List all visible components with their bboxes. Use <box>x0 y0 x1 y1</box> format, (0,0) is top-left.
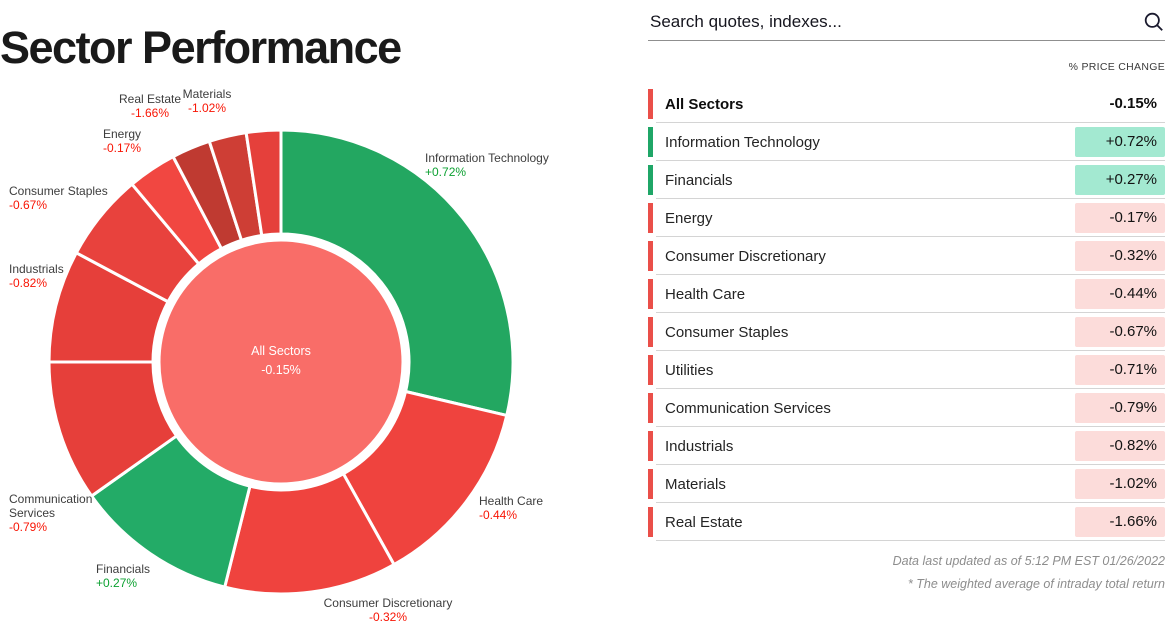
donut-chart-svg: All Sectors -0.15% <box>47 128 515 596</box>
center-label: -0.15% <box>261 363 301 377</box>
table-row-communication-services[interactable]: Communication Services -0.79% <box>648 389 1165 427</box>
row-sector-name: Real Estate <box>665 513 743 531</box>
row-accent-bar <box>648 507 653 537</box>
chart-label-value: +0.27% <box>96 576 138 590</box>
chart-label-name: Real Estate <box>118 92 182 106</box>
row-sector-name: Energy <box>665 209 713 227</box>
chart-label-value: -1.66% <box>130 106 170 120</box>
sector-table: All Sectors -0.15% Information Technolog… <box>648 85 1165 541</box>
row-accent-bar <box>648 317 653 347</box>
row-accent-bar <box>648 89 653 119</box>
footnote-text: * The weighted average of intraday total… <box>907 577 1165 592</box>
all-sectors-center[interactable] <box>157 238 405 486</box>
row-sector-name: Consumer Discretionary <box>665 247 826 265</box>
row-sector-name: Health Care <box>665 285 746 303</box>
table-row-energy[interactable]: Energy -0.17% <box>648 199 1165 237</box>
table-row-financials[interactable]: Financials +0.27% <box>648 161 1165 199</box>
row-price-change: -0.82% <box>1075 431 1165 461</box>
chart-label-information-technology: Information Technology +0.72% <box>425 151 549 179</box>
chart-label-name: Information Technology <box>425 151 549 165</box>
row-sector-name: Information Technology <box>665 133 820 151</box>
chart-label-industrials: Industrials -0.82% <box>9 262 64 290</box>
chart-label-consumer-discretionary: Consumer Discretionary -0.32% <box>324 596 453 624</box>
row-price-change: +0.72% <box>1075 127 1165 157</box>
center-label: All Sectors <box>251 344 311 358</box>
table-footer: Data last updated as of 5:12 PM EST 01/2… <box>648 550 1165 596</box>
chart-label-name: Consumer Discretionary <box>323 596 453 610</box>
chart-label-name: Financials <box>96 562 151 576</box>
segment-utilities[interactable] <box>244 128 283 238</box>
row-price-change: -1.02% <box>1075 469 1165 499</box>
chart-label-materials: Materials -1.02% <box>183 87 232 115</box>
row-sector-name: Financials <box>665 171 733 189</box>
table-row-consumer-discretionary[interactable]: Consumer Discretionary -0.32% <box>648 237 1165 275</box>
row-price-change: +0.27% <box>1075 165 1165 195</box>
row-accent-bar <box>648 279 653 309</box>
row-accent-bar <box>648 431 653 461</box>
chart-label-value: -0.32% <box>368 610 408 624</box>
row-sector-name: Consumer Staples <box>665 323 789 341</box>
row-sector-name: Materials <box>665 475 726 493</box>
row-price-change: -0.71% <box>1075 355 1165 385</box>
chart-label-value: -0.44% <box>479 508 518 522</box>
last-updated-text: Data last updated as of 5:12 PM EST 01/2… <box>892 554 1165 568</box>
table-row-consumer-staples[interactable]: Consumer Staples -0.67% <box>648 313 1165 351</box>
chart-label-consumer-staples: Consumer Staples -0.67% <box>9 184 108 212</box>
row-price-change: -1.66% <box>1075 507 1165 537</box>
page-title: Sector Performance <box>0 22 402 74</box>
search-input[interactable] <box>648 0 1120 32</box>
row-accent-bar <box>648 165 653 195</box>
price-change-column-header: % PRICE CHANGE <box>1068 61 1165 73</box>
row-sector-name: Communication Services <box>665 399 831 417</box>
table-row-all-sectors[interactable]: All Sectors -0.15% <box>648 85 1165 123</box>
row-accent-bar <box>648 469 653 499</box>
chart-label-value: -0.67% <box>9 198 48 212</box>
sector-donut-chart: Sector Performance All Sectors -0.15% Inf… <box>0 22 549 624</box>
chart-label-real-estate: Real Estate -1.66% <box>119 92 181 120</box>
row-price-change: -0.17% <box>1075 203 1165 233</box>
row-accent-bar <box>648 203 653 233</box>
chart-label-value: -0.82% <box>9 276 48 290</box>
magnifier-icon[interactable] <box>1143 11 1165 38</box>
chart-label-name: Communication Services <box>9 492 93 520</box>
chart-label-name: Materials <box>182 87 232 101</box>
search-bar <box>648 0 1165 41</box>
chart-label-value: +0.72% <box>425 165 467 179</box>
chart-label-value: -0.17% <box>102 141 142 155</box>
row-price-change: -0.32% <box>1075 241 1165 271</box>
chart-label-financials: Financials +0.27% <box>96 562 150 590</box>
table-row-utilities[interactable]: Utilities -0.71% <box>648 351 1165 389</box>
row-sector-name: Industrials <box>665 437 734 455</box>
table-row-health-care[interactable]: Health Care -0.44% <box>648 275 1165 313</box>
table-row-industrials[interactable]: Industrials -0.82% <box>648 427 1165 465</box>
row-sector-name: Utilities <box>665 361 714 379</box>
chart-label-energy: Energy -0.17% <box>103 127 141 155</box>
chart-label-health-care: Health Care -0.44% <box>479 494 543 522</box>
row-price-change: -0.67% <box>1075 317 1165 347</box>
chart-label-communication-services: Communication Services -0.79% <box>9 492 117 534</box>
row-accent-bar <box>648 241 653 271</box>
row-price-change: -0.44% <box>1075 279 1165 309</box>
row-accent-bar <box>648 393 653 423</box>
chart-label-value: -0.79% <box>9 520 48 534</box>
row-accent-bar <box>648 127 653 157</box>
row-accent-bar <box>648 355 653 385</box>
table-row-materials[interactable]: Materials -1.02% <box>648 465 1165 503</box>
chart-label-name: Industrials <box>9 262 64 276</box>
chart-label-name: Consumer Staples <box>9 184 108 198</box>
row-price-change: -0.79% <box>1075 393 1165 423</box>
row-sector-name: All Sectors <box>665 95 744 113</box>
sector-table-panel: % PRICE CHANGE All Sectors -0.15% Inform… <box>648 0 1165 596</box>
table-row-real-estate[interactable]: Real Estate -1.66% <box>648 503 1165 541</box>
chart-label-name: Health Care <box>479 494 544 508</box>
row-price-change: -0.15% <box>1109 95 1157 112</box>
table-row-information-technology[interactable]: Information Technology +0.72% <box>648 123 1165 161</box>
chart-label-value: -1.02% <box>187 101 227 115</box>
segment-information-technology[interactable] <box>279 128 515 418</box>
chart-label-name: Energy <box>102 127 142 141</box>
